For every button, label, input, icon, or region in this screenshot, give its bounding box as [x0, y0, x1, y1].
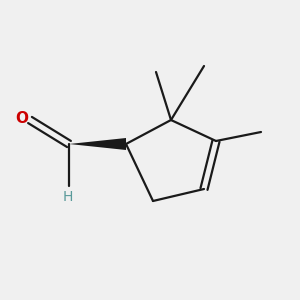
- Text: O: O: [15, 111, 28, 126]
- Text: H: H: [62, 190, 73, 204]
- Polygon shape: [69, 138, 126, 150]
